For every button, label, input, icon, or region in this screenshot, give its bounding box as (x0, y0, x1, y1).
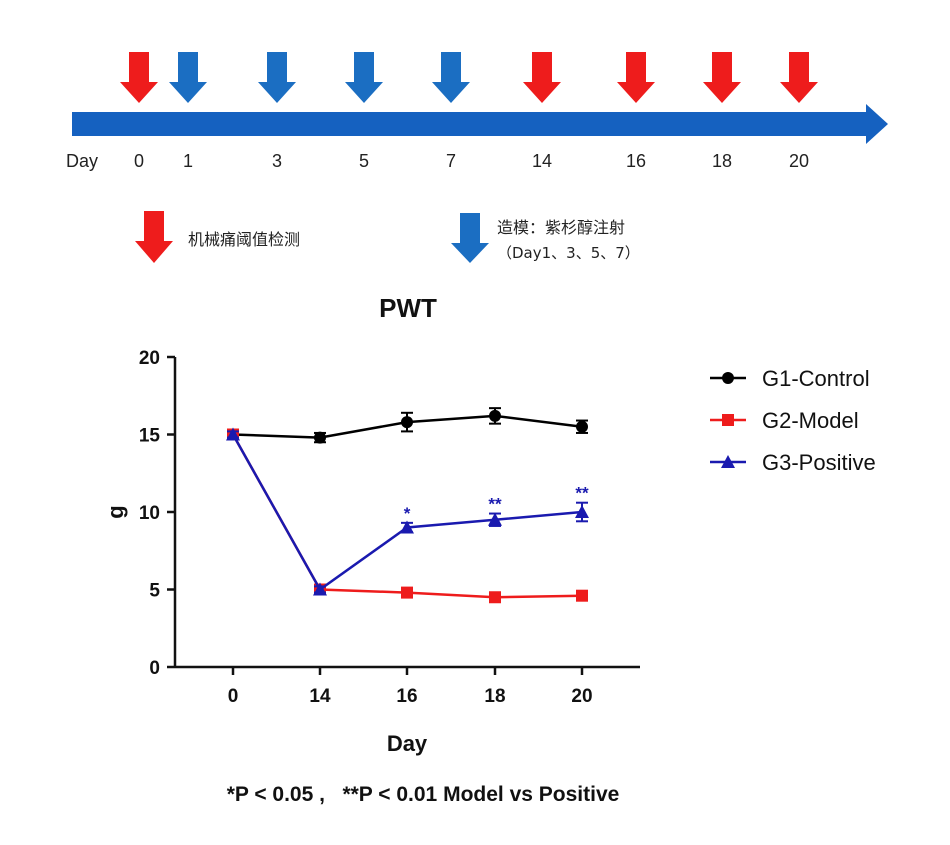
timeline-day-label: 16 (626, 151, 646, 171)
y-ticks: 0 5 10 15 20 (139, 348, 175, 679)
y-tick-label: 5 (149, 581, 160, 602)
x-tick-label: 0 (228, 686, 239, 707)
x-tick-label: 14 (309, 686, 331, 707)
chart-legend: G1-Control G2-Model G3-Positive (710, 366, 876, 475)
model-legend-label-2: （Day1、3、5、7） (497, 244, 640, 262)
data-point (489, 591, 501, 604)
timeline-test-arrow-day-16 (617, 52, 655, 103)
timeline-model-arrow-day-5 (345, 52, 383, 103)
event-legend: 机械痛阈值检测 造模：紫杉醇注射 （Day1、3、5、7） (135, 211, 640, 263)
timeline-day-label: 7 (446, 151, 456, 171)
legend-marker (721, 455, 735, 468)
legend-label: G2-Model (762, 408, 859, 433)
timeline-model-arrow-day-3 (258, 52, 296, 103)
significance-mark: ** (575, 484, 589, 503)
timeline-day-labels: Day 0 1 3 5 7 14 16 18 20 (66, 151, 809, 171)
timeline-model-arrow-day-1 (169, 52, 207, 103)
significance-mark: * (404, 504, 411, 523)
data-point (575, 505, 589, 518)
timeline-day-axis-label: Day (66, 151, 98, 171)
test-legend-label: 机械痛阈值检测 (188, 230, 300, 249)
legend-label: G1-Control (762, 366, 870, 391)
y-tick-label: 0 (149, 658, 160, 679)
timeline-day-label: 5 (359, 151, 369, 171)
y-tick-label: 10 (139, 503, 160, 524)
model-arrow-legend-icon (451, 213, 489, 263)
series-g1-control (227, 407, 588, 444)
significance-marks: * **** (404, 484, 589, 523)
timeline-day-label: 18 (712, 151, 732, 171)
chart-title: PWT (379, 293, 437, 323)
data-point (401, 416, 413, 429)
legend-item: G1-Control (710, 366, 870, 391)
legend-marker (722, 372, 734, 384)
y-tick-label: 20 (139, 348, 160, 369)
data-point (576, 420, 588, 433)
chart-series (226, 407, 589, 604)
timeline-test-arrow-day-14 (523, 52, 561, 103)
data-point (401, 586, 413, 599)
data-point (488, 512, 502, 526)
legend-item: G3-Positive (710, 450, 876, 475)
timeline-day-label: 0 (134, 151, 144, 171)
y-tick-label: 15 (139, 426, 161, 447)
data-point (576, 589, 588, 602)
x-axis-label: Day (387, 731, 428, 756)
data-point (400, 520, 414, 534)
timeline-day-label: 14 (532, 151, 552, 171)
data-point (313, 582, 327, 596)
x-ticks: 0 14 16 18 20 (228, 667, 593, 707)
x-tick-label: 20 (571, 686, 592, 707)
legend-label: G3-Positive (762, 450, 876, 475)
timeline-test-arrow-day-0 (120, 52, 158, 103)
footnote: *P < 0.05 , **P < 0.01 Model vs Positive (227, 783, 620, 806)
timeline-day-label: 3 (272, 151, 282, 171)
data-point (489, 409, 501, 422)
significance-mark: ** (488, 495, 502, 514)
x-tick-label: 18 (484, 686, 505, 707)
data-point (314, 431, 326, 444)
timeline-marks (120, 52, 818, 103)
y-axis-label: g (103, 505, 128, 518)
x-tick-label: 16 (396, 686, 417, 707)
series-g3-positive (226, 427, 589, 596)
legend-item: G2-Model (710, 408, 859, 433)
timeline-test-arrow-day-20 (780, 52, 818, 103)
data-point (226, 427, 240, 441)
test-arrow-legend-icon (135, 211, 173, 263)
timeline-day-label: 1 (183, 151, 193, 171)
timeline-arrow (72, 104, 888, 144)
timeline-day-label: 20 (789, 151, 809, 171)
timeline-model-arrow-day-7 (432, 52, 470, 103)
model-legend-label-1: 造模：紫杉醇注射 (497, 218, 625, 237)
timeline-test-arrow-day-18 (703, 52, 741, 103)
legend-marker (722, 414, 734, 426)
